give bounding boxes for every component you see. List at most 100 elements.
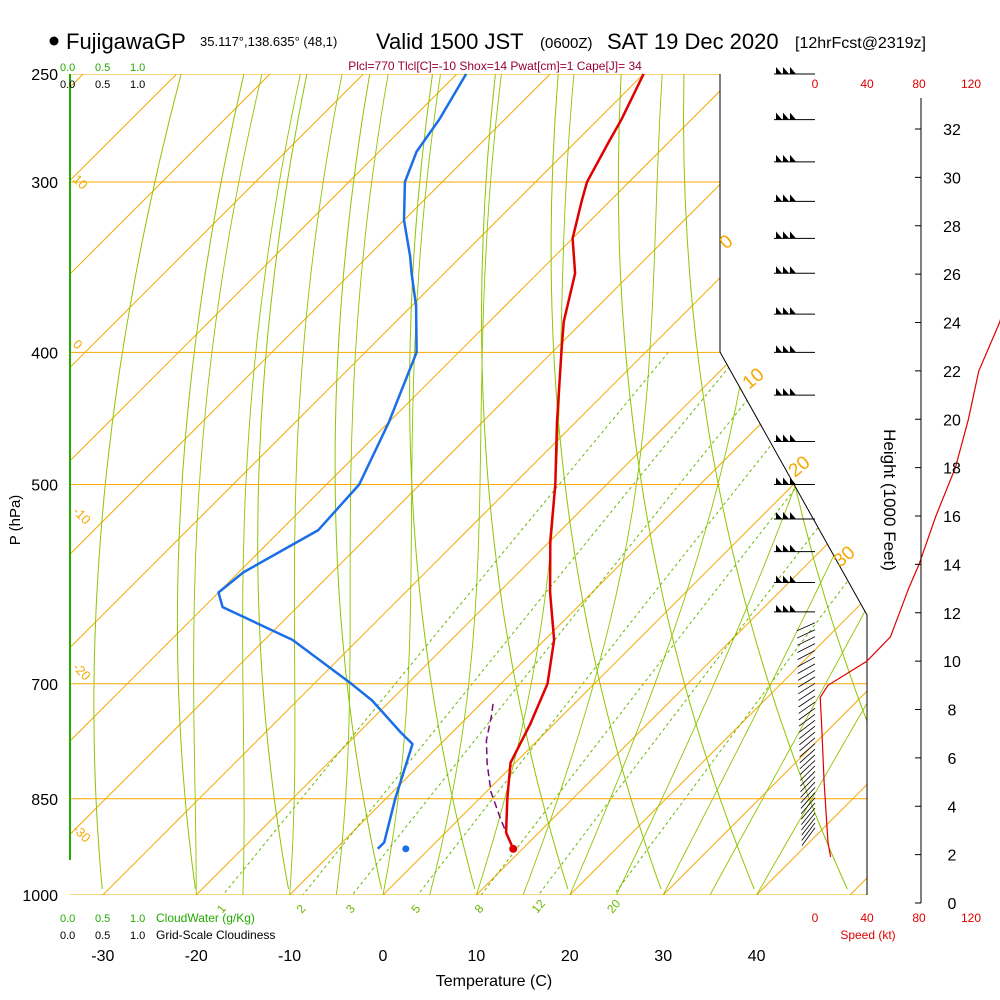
dry-adiabat-line (550, 74, 662, 890)
wind-barb-pennant (790, 477, 796, 485)
wind-barb-pennant (790, 604, 796, 612)
wind-barb-pennant (790, 307, 796, 315)
wind-barb-pennant (776, 112, 782, 120)
wind-barb-pennant (776, 434, 782, 442)
moist-adiabat-line (429, 74, 502, 895)
moist-adiabat-line (709, 74, 867, 895)
wind-barb-pennant (783, 231, 789, 239)
pressure-tick-label: 1000 (22, 888, 58, 905)
wind-barb-pennant (783, 266, 789, 274)
wind-barb (774, 231, 815, 239)
cloudwater-scale-top-0: 0.0 (60, 62, 75, 74)
wind-barb (774, 604, 815, 613)
dry-adiabat-line (617, 74, 755, 890)
wind-barb (774, 194, 815, 202)
wind-barb-pennant (783, 345, 789, 353)
wind-barb-pennant (790, 434, 796, 442)
cloudwater-scale-top-1: 0.5 (95, 62, 110, 74)
isotherm-edge-label: 0 (70, 337, 86, 353)
wind-barb-pennant (790, 194, 796, 202)
wind-barb (774, 544, 815, 553)
wind-barb-staff (796, 629, 816, 639)
wind-barb (774, 434, 815, 443)
wind-barb (774, 512, 815, 520)
pressure-tick-label: 500 (31, 478, 58, 495)
wind-barb-pennant (783, 477, 789, 485)
isotherm-line (102, 74, 867, 895)
wind-barb-staff (798, 713, 816, 727)
speed-tick-top: 80 (912, 77, 926, 91)
isotherm-edge-label: -10 (70, 504, 94, 528)
speed-tick-bottom: 40 (860, 911, 874, 925)
temperature-tick-label: -30 (91, 948, 114, 965)
height-tick-label: 28 (943, 219, 961, 236)
dry-adiabat-line (176, 74, 245, 890)
wind-barb-staff (799, 737, 816, 752)
wind-barb-pennant (790, 231, 796, 239)
isotherm-line (70, 74, 364, 895)
wind-barb-staff (797, 636, 816, 646)
moist-adiabat-line (335, 74, 389, 895)
station-name: FujigawaGP (66, 29, 186, 54)
wind-barb-pennant (776, 194, 782, 202)
temperature-tick-label: 0 (379, 948, 388, 965)
speed-axis-title: Speed (kt) (840, 928, 895, 942)
wind-barb (774, 575, 815, 584)
wind-barb-pennant (790, 388, 796, 396)
wind-barb-pennant (783, 194, 789, 202)
cloudwater-scale-bottom-2: 1.0 (130, 913, 145, 925)
wind-barb (774, 266, 815, 274)
dry-adiabat-line (334, 74, 383, 890)
dry-adiabat-line (746, 74, 867, 890)
mixing-ratio-line (302, 351, 742, 895)
mixing-ratio-line (613, 351, 867, 895)
wind-barb-staff (798, 689, 816, 701)
wind-barb-pennant (776, 477, 782, 485)
speed-tick-top: 40 (860, 77, 874, 91)
wind-barb (774, 67, 815, 75)
wind-barb-pennant (790, 512, 796, 520)
wind-barb-staff (800, 781, 816, 798)
valid-date: SAT 19 Dec 2020 (607, 29, 779, 54)
dry-adiabat-line (257, 74, 308, 890)
wind-barb-staff (800, 797, 816, 815)
wind-barb-pennant (776, 266, 782, 274)
wind-barb-staff (797, 676, 816, 688)
wind-barb-staff (798, 701, 816, 714)
wind-barb-staff (799, 760, 816, 775)
temperature-tick-label: 40 (748, 948, 766, 965)
stability-params: Plcl=770 Tlcl[C]=-10 Shox=14 Pwat[cm]=1 … (348, 59, 642, 73)
wind-barb-staff (797, 643, 816, 653)
isotherm-line (382, 74, 867, 895)
cloudiness-scale-bottom-1: 0.5 (95, 930, 110, 942)
wind-barb-pennant (776, 307, 782, 315)
wind-barb-staff (799, 731, 816, 746)
wind-barb-staff (801, 812, 816, 831)
surface-temperature-point (509, 844, 518, 853)
wind-barb-pennant (783, 67, 789, 74)
wind-barb (774, 307, 815, 315)
zulu-time: (0600Z) (540, 35, 593, 52)
height-tick-label: 4 (948, 799, 957, 816)
dry-adiabat-line (409, 74, 476, 890)
isotherm-line (943, 74, 1000, 895)
moist-adiabat-line (756, 74, 867, 895)
moist-adiabat-line (522, 74, 663, 895)
speed-tick-bottom: 80 (912, 911, 926, 925)
temperature-tick-label: -20 (185, 948, 208, 965)
height-tick-label: 18 (943, 461, 961, 478)
isotherm-line (569, 74, 867, 895)
dry-adiabat-line (935, 74, 1000, 889)
isotherm-line (849, 74, 867, 895)
cloudiness-scale-top-2: 1.0 (130, 79, 145, 91)
isotherm-line (756, 74, 867, 895)
height-tick-label: 22 (943, 364, 961, 381)
wind-barb-pennant (776, 154, 782, 162)
isotherm-upper-label: 30 (830, 542, 860, 572)
wind-barb-pennant (790, 345, 796, 353)
wind-barbs (774, 67, 816, 846)
wind-barb-pennant (790, 112, 796, 120)
wind-barb-staff (797, 670, 816, 681)
